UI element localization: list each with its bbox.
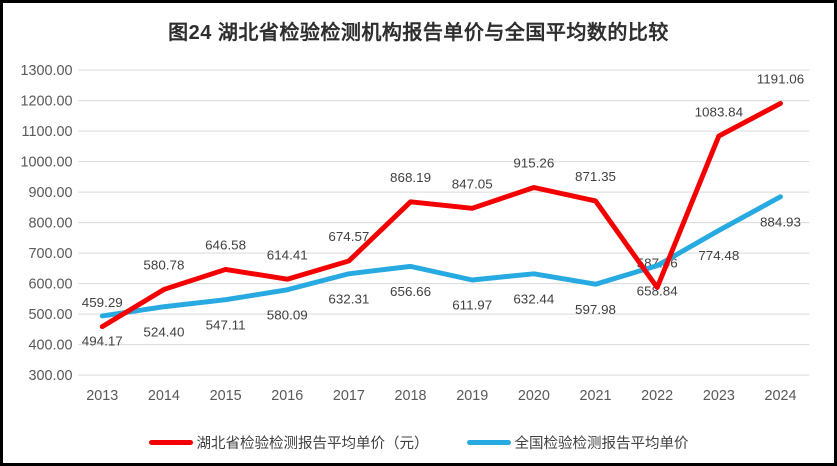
y-axis-tick-label: 600.00: [28, 277, 72, 293]
y-axis-tick-label: 800.00: [28, 216, 72, 232]
chart-legend: 湖北省检验检测报告平均单价（元） 全国检验检测报告平均单价: [3, 432, 834, 453]
legend-item-hubei: 湖北省检验检测报告平均单价（元）: [148, 432, 429, 453]
x-axis-tick-label: 2023: [703, 388, 735, 404]
hubei-series-line: [99, 100, 783, 330]
data-label-national: 597.98: [575, 302, 616, 317]
data-label-national: 884.93: [760, 214, 801, 229]
y-axis-tick-label: 300.00: [28, 368, 72, 384]
y-axis-tick-label: 1200.00: [20, 94, 72, 110]
x-axis-tick-label: 2015: [210, 388, 242, 404]
data-label-national: 774.48: [698, 248, 739, 263]
data-label-hubei: 1083.84: [695, 104, 744, 119]
national-series-line-icon: [466, 440, 511, 445]
line-chart: 1300.00 1200.00 1100.00 1000.00 900.00 800.00…: [20, 63, 810, 404]
data-label-hubei: 646.58: [205, 238, 246, 253]
x-axis-tick-label: 2018: [395, 388, 427, 404]
x-axis-tick-label: 2017: [333, 388, 365, 404]
x-axis-tick-label: 2022: [641, 388, 673, 404]
data-label-national: 656.66: [390, 284, 431, 299]
y-axis-tick-label: 900.00: [28, 185, 72, 201]
y-axis-tick-label: 1100.00: [22, 124, 73, 140]
data-label-hubei: 868.19: [390, 170, 431, 185]
x-axis-tick-label: 2019: [456, 388, 488, 404]
hubei-series-line-icon: [148, 440, 193, 445]
data-label-national: 632.31: [328, 291, 369, 306]
data-label-national: 547.11: [206, 317, 246, 332]
x-axis-tick-label: 2013: [86, 388, 118, 404]
data-label-hubei: 674.57: [328, 229, 369, 244]
data-label-hubei: 459.29: [82, 295, 123, 310]
x-axis-tick-label: 2024: [764, 388, 796, 404]
y-axis-tick-label: 1000.00: [20, 155, 72, 171]
y-axis-tick-label: 1300.00: [20, 63, 72, 79]
data-label-hubei: 1191.06: [757, 72, 804, 87]
x-axis-tick-label: 2016: [271, 388, 303, 404]
y-axis-tick-label: 500.00: [28, 307, 72, 323]
national-series-line: [99, 194, 783, 319]
data-label-national: 632.44: [513, 291, 555, 306]
data-label-hubei: 915.26: [513, 156, 554, 171]
x-axis-tick-label: 2021: [580, 388, 612, 404]
chart-title: 图24 湖北省检验检测机构报告单价与全国平均数的比较: [168, 22, 669, 44]
data-label-hubei: 614.41: [267, 247, 308, 262]
legend-item-national: 全国检验检测报告平均单价: [466, 432, 689, 453]
data-label-hubei: 871.35: [575, 169, 616, 184]
y-axis-tick-label: 700.00: [28, 246, 72, 262]
data-label-national: 580.09: [267, 307, 308, 322]
legend-label-national: 全国检验检测报告平均单价: [514, 436, 689, 452]
data-label-national: 494.17: [82, 334, 123, 349]
data-label-hubei: 847.05: [452, 177, 493, 192]
data-label-national: 658.84: [637, 283, 679, 298]
data-label-hubei: 580.78: [143, 258, 184, 273]
x-axis-tick-label: 2020: [518, 388, 550, 404]
data-label-national: 611.97: [452, 298, 492, 313]
y-axis-tick-label: 400.00: [28, 338, 72, 354]
data-label-national: 524.40: [143, 324, 184, 339]
x-axis-tick-label: 2014: [148, 388, 180, 404]
legend-label-hubei: 湖北省检验检测报告平均单价（元）: [196, 436, 429, 452]
